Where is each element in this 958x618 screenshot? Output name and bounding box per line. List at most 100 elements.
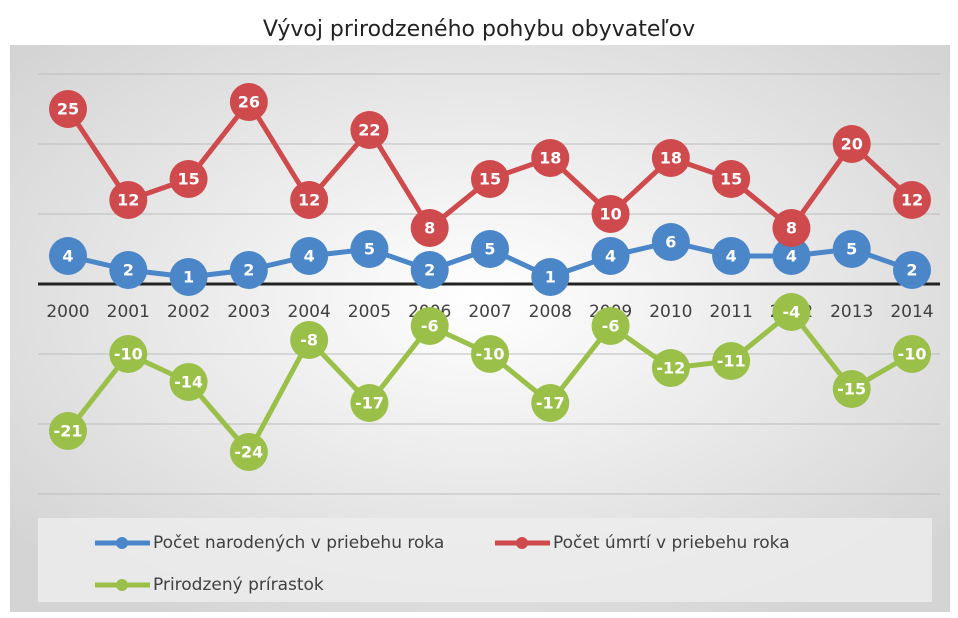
legend-marker bbox=[116, 537, 128, 549]
x-tick-label: 2004 bbox=[288, 302, 331, 322]
point-marker bbox=[712, 237, 751, 275]
point-marker bbox=[651, 223, 690, 261]
point-label: 4 bbox=[786, 247, 797, 266]
x-tick-label: 2011 bbox=[710, 302, 753, 322]
point-label: -6 bbox=[602, 317, 620, 336]
legend-label: Prirodzený prírastok bbox=[153, 575, 324, 595]
point-label: -10 bbox=[476, 345, 505, 364]
x-tick-label: 2013 bbox=[830, 302, 873, 322]
point-marker bbox=[350, 230, 389, 268]
point-label: -10 bbox=[114, 345, 143, 364]
point-label: -15 bbox=[837, 380, 866, 399]
point-label: 2 bbox=[123, 261, 134, 280]
point-marker bbox=[290, 237, 329, 275]
point-marker bbox=[893, 335, 931, 373]
point-label: 2 bbox=[243, 261, 254, 280]
point-label: 5 bbox=[484, 240, 495, 259]
point-marker bbox=[832, 125, 871, 163]
point-marker bbox=[531, 139, 570, 177]
point-label: -21 bbox=[54, 422, 83, 441]
point-label: 10 bbox=[599, 205, 621, 224]
x-tick-label: 2007 bbox=[468, 302, 511, 322]
chart-title: Vývoj prirodzeného pohybu obyvateľov bbox=[263, 17, 695, 42]
point-label: 26 bbox=[238, 93, 260, 112]
point-marker bbox=[109, 251, 148, 289]
point-marker bbox=[832, 370, 871, 408]
point-marker bbox=[772, 237, 811, 275]
x-tick-label: 2014 bbox=[890, 302, 933, 322]
point-label: -12 bbox=[656, 359, 685, 378]
point-label: 15 bbox=[177, 170, 199, 189]
x-tick-label: 2010 bbox=[649, 302, 692, 322]
point-marker bbox=[410, 307, 449, 345]
point-label: -4 bbox=[783, 303, 801, 322]
point-label: 20 bbox=[841, 135, 863, 154]
point-marker bbox=[531, 384, 570, 422]
x-tick-label: 2000 bbox=[46, 302, 89, 322]
x-tick-label: 2005 bbox=[348, 302, 391, 322]
point-label: 15 bbox=[720, 170, 742, 189]
point-marker bbox=[531, 258, 570, 296]
point-marker bbox=[651, 349, 690, 387]
x-tick-label: 2002 bbox=[167, 302, 210, 322]
point-marker bbox=[350, 111, 389, 149]
point-label: 6 bbox=[665, 233, 676, 252]
point-label: -6 bbox=[421, 317, 439, 336]
point-marker bbox=[471, 230, 509, 268]
grid: 2000200120022003200420052006200720082009… bbox=[38, 73, 940, 495]
point-marker bbox=[350, 384, 389, 422]
legend-label: Počet narodených v priebehu roka bbox=[153, 533, 444, 553]
point-label: -17 bbox=[355, 394, 384, 413]
point-label: 12 bbox=[298, 191, 320, 210]
point-marker bbox=[109, 335, 148, 373]
point-marker bbox=[229, 83, 268, 121]
point-label: 12 bbox=[117, 191, 139, 210]
point-marker bbox=[169, 363, 208, 401]
point-label: 4 bbox=[605, 247, 616, 266]
x-tick-label: 2003 bbox=[227, 302, 270, 322]
point-marker bbox=[893, 181, 931, 219]
point-marker bbox=[290, 321, 329, 359]
point-label: 8 bbox=[786, 219, 797, 238]
point-marker bbox=[832, 230, 871, 268]
point-marker bbox=[290, 181, 329, 219]
legend-marker bbox=[116, 579, 128, 591]
point-label: 15 bbox=[479, 170, 501, 189]
point-marker bbox=[49, 237, 87, 275]
point-label: -11 bbox=[717, 352, 746, 371]
point-marker bbox=[893, 251, 931, 289]
legend-label: Počet úmrtí v priebehu roka bbox=[553, 533, 790, 553]
point-label: 5 bbox=[846, 240, 857, 259]
point-marker bbox=[229, 433, 268, 471]
point-label: -8 bbox=[300, 331, 318, 350]
point-label: 4 bbox=[726, 247, 737, 266]
point-label: 4 bbox=[304, 247, 315, 266]
point-label: 2 bbox=[906, 261, 917, 280]
point-marker bbox=[712, 160, 751, 198]
point-label: -14 bbox=[174, 373, 203, 392]
point-marker bbox=[169, 258, 208, 296]
point-marker bbox=[49, 412, 87, 450]
point-label: 22 bbox=[358, 121, 380, 140]
point-marker bbox=[109, 181, 148, 219]
point-marker bbox=[772, 209, 811, 247]
point-marker bbox=[410, 251, 449, 289]
point-marker bbox=[229, 251, 268, 289]
point-label: -10 bbox=[898, 345, 927, 364]
legend-box bbox=[38, 518, 932, 602]
point-label: -24 bbox=[234, 443, 263, 462]
point-marker bbox=[591, 237, 630, 275]
point-label: 5 bbox=[364, 240, 375, 259]
legend-marker bbox=[516, 537, 528, 549]
point-marker bbox=[651, 139, 690, 177]
x-tick-label: 2008 bbox=[529, 302, 572, 322]
point-label: 1 bbox=[545, 268, 556, 287]
point-marker bbox=[591, 195, 630, 233]
point-label: 8 bbox=[424, 219, 435, 238]
point-marker bbox=[410, 209, 449, 247]
point-marker bbox=[471, 160, 509, 198]
point-label: 1 bbox=[183, 268, 194, 287]
